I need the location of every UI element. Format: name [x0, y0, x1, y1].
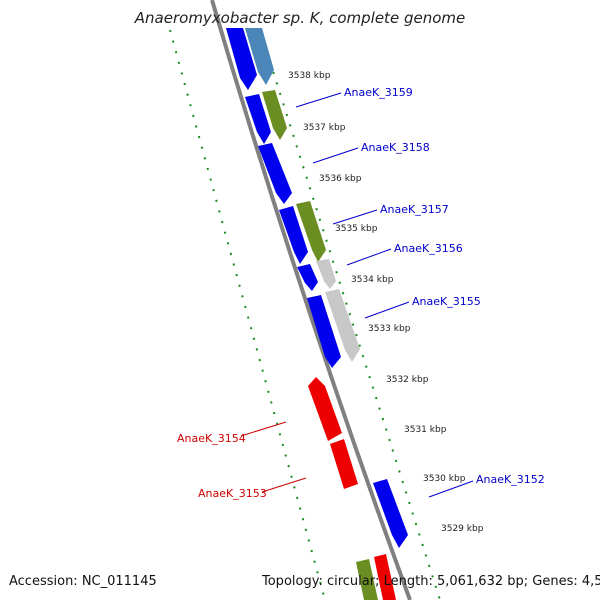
gene-block-3156-grey [316, 259, 336, 289]
gene-block-3154-red [308, 377, 342, 441]
leader-line [332, 209, 378, 225]
gene-block-3157-olive [296, 201, 326, 262]
leader-line [312, 147, 359, 164]
tick-label: 3531 kbp [404, 425, 447, 435]
gene-label-3158[interactable]: AnaeK_3158 [361, 141, 430, 154]
gene-block-3156-blue [297, 264, 318, 291]
gene-block-bottom-red [374, 554, 396, 600]
leader-line [346, 248, 392, 266]
tick-label: 3537 kbp [303, 123, 346, 133]
tick-label: 3530 kbp [423, 474, 466, 484]
gene-label-3154[interactable]: AnaeK_3154 [177, 432, 246, 445]
gene-block-3152-blue [373, 479, 408, 548]
gene-block-3157-blue [279, 206, 308, 264]
genome-summary: Topology: circular; Length: 5,061,632 bp… [262, 574, 600, 589]
genome-backbone [210, 0, 412, 600]
gene-block-3159-olive [262, 90, 287, 140]
forward-gene-labels: AnaeK_3159 AnaeK_3158 AnaeK_3157 AnaeK_3… [295, 86, 545, 498]
leader-line [295, 92, 342, 108]
tick-label: 3532 kbp [386, 375, 429, 385]
accession-label: Accession: NC_011145 [9, 574, 157, 589]
gene-label-3156[interactable]: AnaeK_3156 [394, 242, 463, 255]
reverse-gene-labels: AnaeK_3154 AnaeK_3153 [177, 421, 307, 500]
gene-block-3153-red [330, 439, 358, 489]
leader-line [428, 480, 474, 498]
gene-block-3158-blue [258, 143, 292, 204]
tick-label: 3535 kbp [335, 224, 378, 234]
gene-block-top-blue [226, 28, 257, 90]
tick-label: 3538 kbp [288, 71, 331, 81]
tick-label: 3534 kbp [351, 275, 394, 285]
reverse-strand-genes [308, 377, 358, 489]
leader-line [261, 477, 307, 493]
gene-block-top-steel [245, 28, 274, 85]
leader-line [364, 301, 410, 319]
leader-line [240, 421, 287, 437]
gene-label-3157[interactable]: AnaeK_3157 [380, 203, 449, 216]
gene-block-3159-blue [245, 94, 271, 144]
inner-dotted-track [259, 29, 441, 600]
map-title: Anaeromyxobacter sp. K, complete genome [134, 9, 466, 27]
gene-block-3155-blue [307, 295, 341, 368]
gene-label-3152[interactable]: AnaeK_3152 [476, 473, 545, 486]
tick-label: 3536 kbp [319, 174, 362, 184]
kbp-ticks: 3538 kbp 3537 kbp 3536 kbp 3535 kbp 3534… [288, 71, 484, 534]
gene-label-3155[interactable]: AnaeK_3155 [412, 295, 481, 308]
gene-label-3159[interactable]: AnaeK_3159 [344, 86, 413, 99]
forward-strand-genes [226, 28, 408, 600]
gene-label-3153[interactable]: AnaeK_3153 [198, 487, 267, 500]
gene-block-3155-grey [325, 289, 360, 362]
gene-block-bottom-olive [356, 559, 378, 600]
tick-label: 3533 kbp [368, 324, 411, 334]
tick-label: 3529 kbp [441, 524, 484, 534]
